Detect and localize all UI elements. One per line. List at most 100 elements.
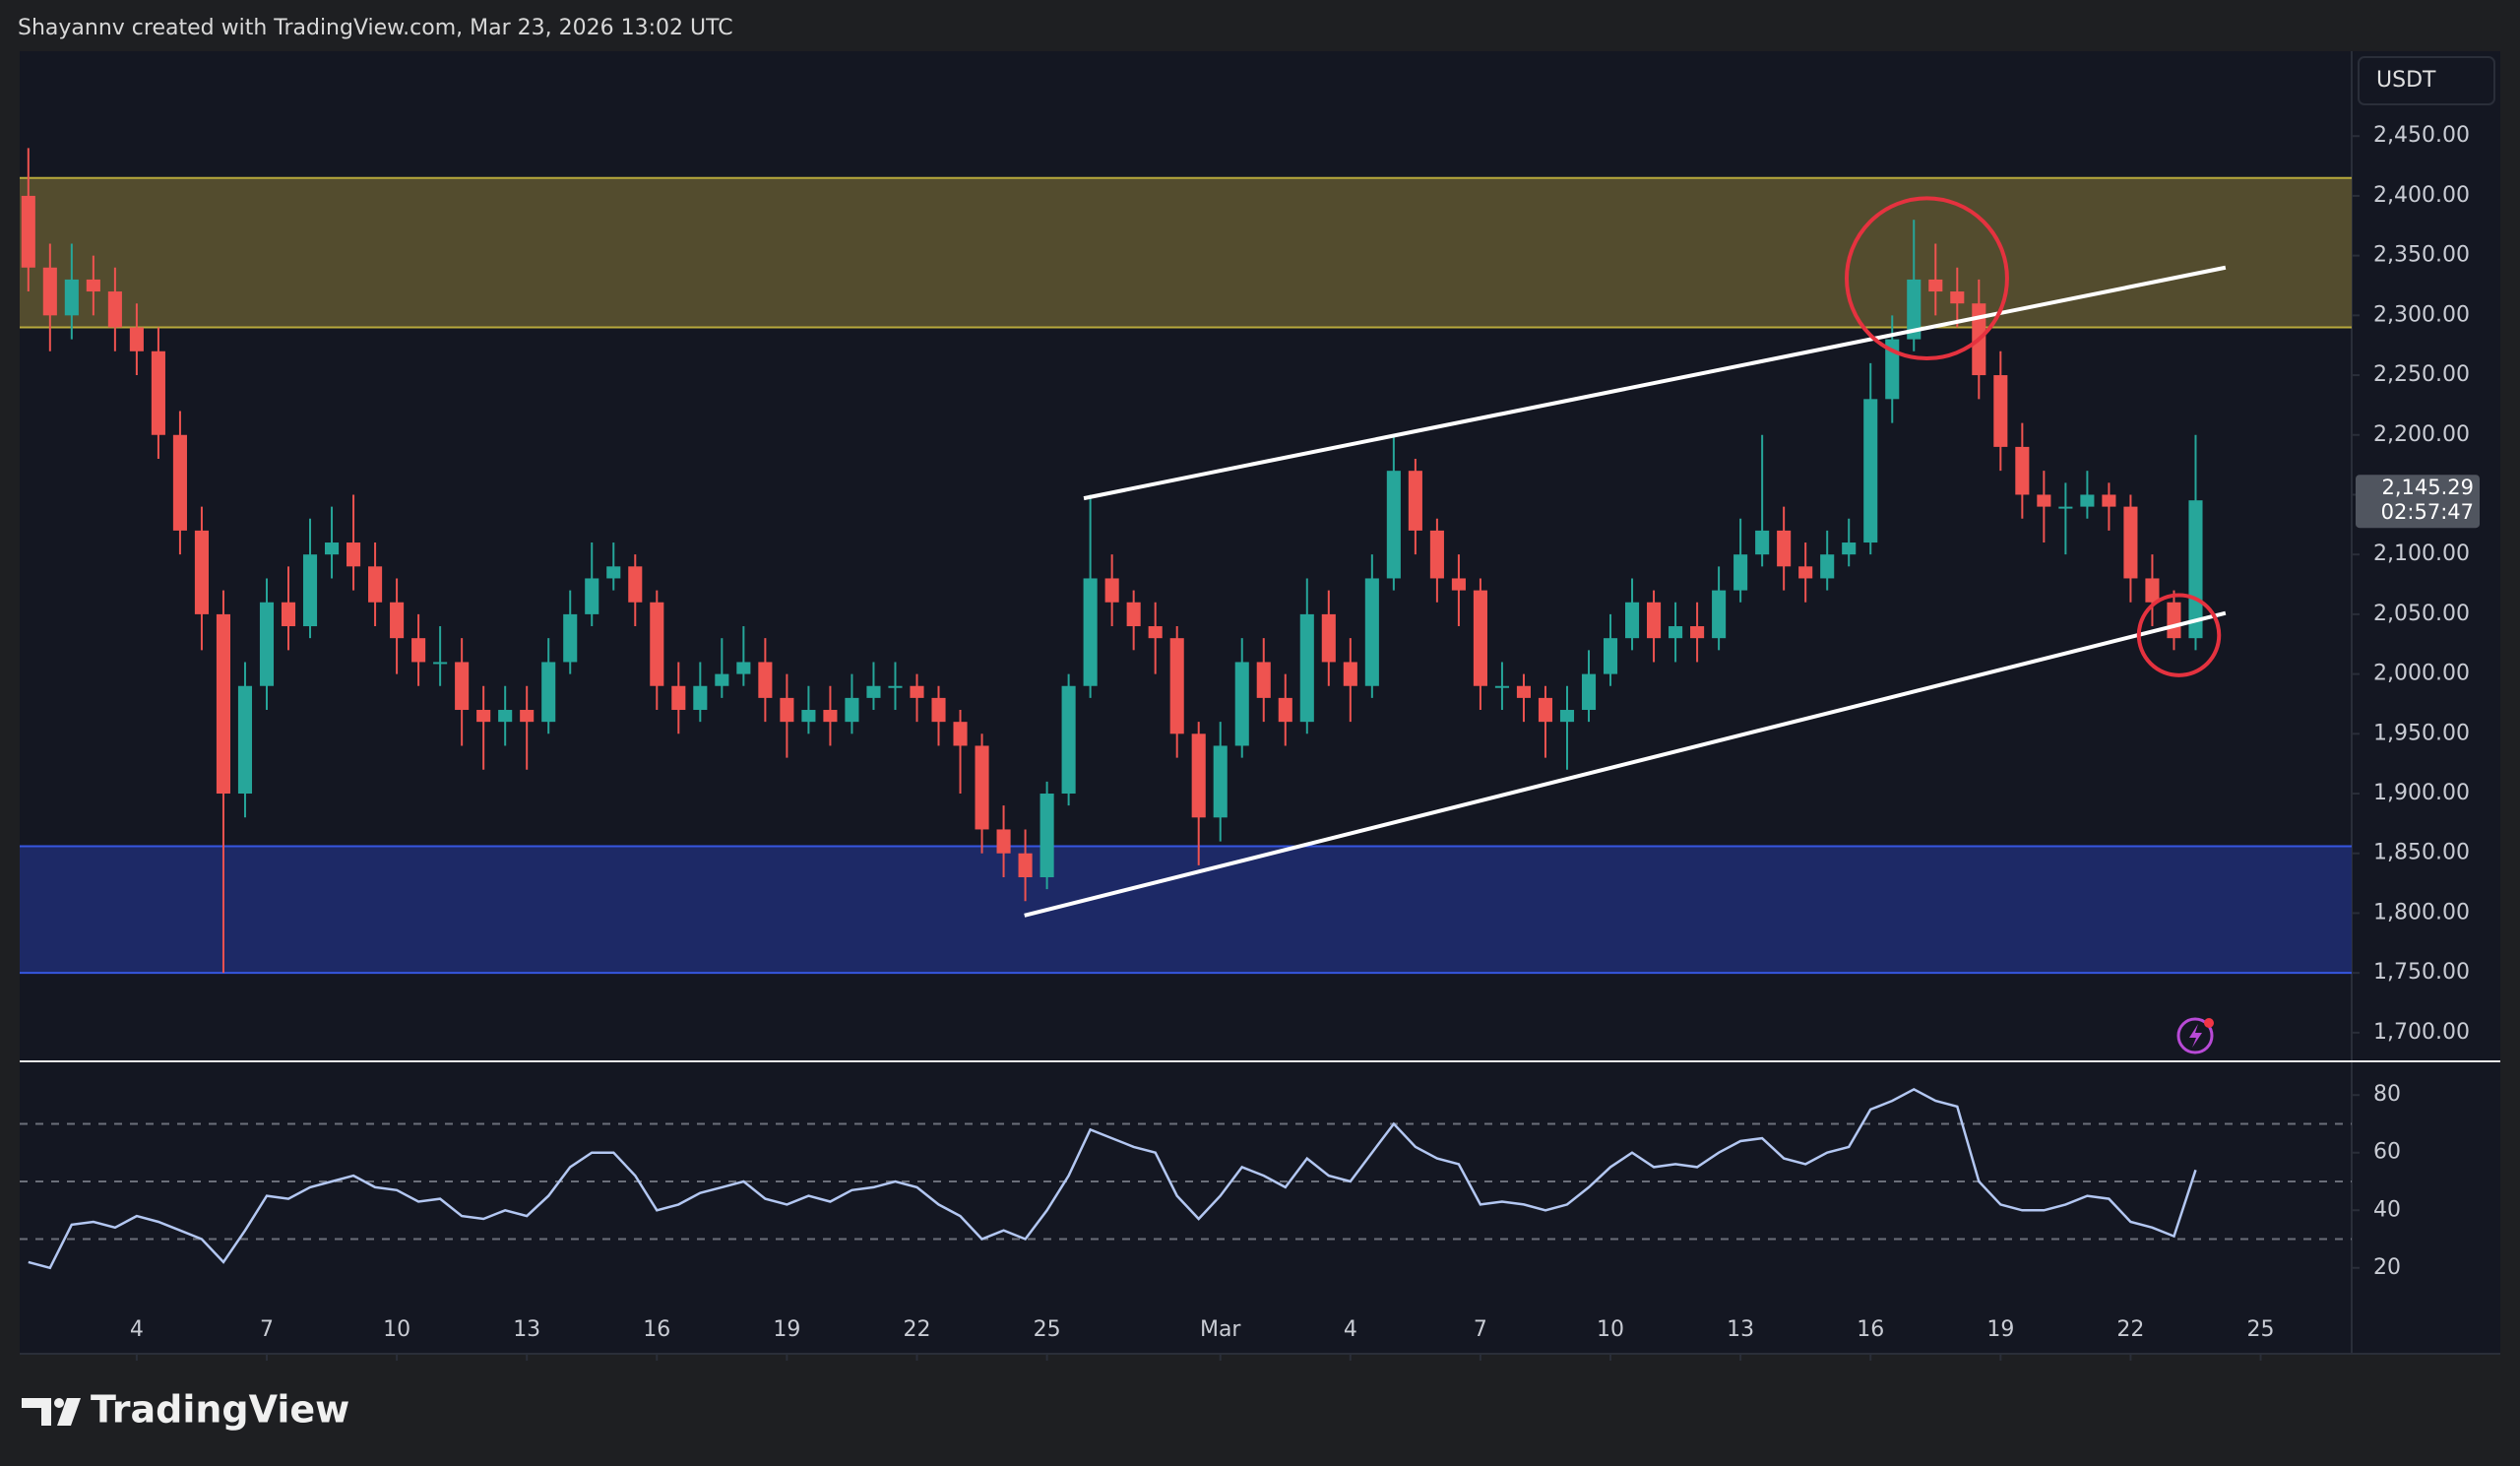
- candle-body: [1993, 375, 2008, 447]
- candle-body: [368, 566, 383, 603]
- candle-body: [1213, 745, 1228, 818]
- y-tick-label: 20: [2373, 1255, 2401, 1280]
- candle-body: [411, 638, 426, 663]
- candle-body: [259, 602, 275, 686]
- candle-body: [1755, 530, 1770, 555]
- brand-logo: [22, 1398, 81, 1426]
- candle-body: [1798, 566, 1813, 579]
- candle-body: [455, 662, 470, 711]
- candle-body: [888, 685, 903, 688]
- candle-body: [1494, 685, 1509, 688]
- candle-body: [107, 291, 122, 328]
- x-tick-label: 16: [1857, 1317, 1884, 1342]
- candle-body: [1126, 602, 1141, 627]
- x-tick-label: 19: [773, 1317, 800, 1342]
- x-tick-label: Mar: [1200, 1317, 1241, 1342]
- candle-body: [476, 710, 491, 723]
- y-tick-label: 40: [2373, 1197, 2401, 1222]
- candle-body: [585, 578, 599, 614]
- candle-body: [1842, 542, 1857, 555]
- logo-mark: [54, 1398, 64, 1408]
- candle-body: [758, 662, 773, 698]
- candle-body: [845, 697, 859, 723]
- candle-body: [1083, 578, 1098, 686]
- candle-body: [42, 267, 57, 316]
- candle-body: [2188, 500, 2203, 639]
- candle-body: [1299, 613, 1314, 723]
- candle-body: [2102, 494, 2116, 507]
- x-tick-label: 13: [513, 1317, 540, 1342]
- candle-body: [1429, 530, 1444, 579]
- logo-mark: [57, 1398, 81, 1426]
- x-tick-label: 10: [383, 1317, 410, 1342]
- y-tick-label: 1,900.00: [2373, 781, 2470, 805]
- pane: 1,700.00 1,750.00 1,800.00 1,850.00 1,900.00…: [20, 123, 2480, 1045]
- y-tick-label: 1,850.00: [2373, 841, 2470, 865]
- header-title: Shayannv created with TradingView.com, M…: [18, 16, 733, 40]
- candle-body: [1863, 399, 1878, 543]
- currency-box: [2358, 56, 2495, 105]
- y-tick-label: 2,250.00: [2373, 362, 2470, 387]
- y-tick-label: 1,750.00: [2373, 960, 2470, 985]
- candle-body: [302, 554, 318, 627]
- candle-body: [953, 722, 968, 746]
- brand: TradingView: [91, 1388, 349, 1432]
- x-tick-label: 19: [1986, 1317, 2014, 1342]
- candle-body: [2058, 506, 2073, 509]
- candle-body: [1733, 554, 1748, 591]
- candle-body: [801, 710, 816, 723]
- candle-body: [910, 685, 924, 698]
- candle-body: [780, 697, 794, 723]
- candle-body: [216, 613, 231, 795]
- candle-body: [86, 279, 100, 292]
- trendline: [1083, 265, 2227, 501]
- candle-body: [237, 685, 253, 795]
- candle-body: [1647, 602, 1662, 639]
- candle-body: [1148, 626, 1163, 639]
- candle-body: [823, 710, 838, 723]
- candle-body: [996, 829, 1011, 854]
- candle-body: [715, 673, 729, 686]
- candle-body: [606, 566, 621, 579]
- candle-body: [866, 685, 881, 698]
- candle-body: [1169, 638, 1184, 734]
- x-tick-label: 25: [1034, 1317, 1061, 1342]
- candle-body: [281, 602, 296, 627]
- rsi-line: [28, 1087, 2197, 1270]
- candle-body: [2167, 602, 2181, 639]
- y-tick-label: 1,700.00: [2373, 1020, 2470, 1045]
- icon-dot: [2204, 1018, 2214, 1028]
- candle-body: [1364, 578, 1379, 686]
- candle-body: [1950, 291, 1965, 304]
- candle-body: [1018, 853, 1033, 878]
- alert-icon: [2176, 1017, 2214, 1054]
- candle-body: [1104, 578, 1119, 603]
- x-tick-label: 16: [643, 1317, 670, 1342]
- candle-body: [1386, 471, 1401, 579]
- candle-body: [129, 327, 144, 351]
- candle-body: [1343, 662, 1357, 686]
- x-tick-label: 22: [2116, 1317, 2144, 1342]
- candle-body: [541, 662, 556, 723]
- candle-body: [1473, 590, 1487, 686]
- candle-body: [563, 613, 578, 663]
- candle-body: [324, 542, 340, 555]
- candle-body: [2145, 578, 2160, 603]
- candle-body: [1040, 794, 1054, 878]
- candle-body: [1321, 613, 1336, 663]
- y-tick-label: 2,400.00: [2373, 183, 2470, 208]
- candle-body: [1777, 530, 1792, 567]
- candle-body: [931, 697, 946, 723]
- candle-body: [693, 685, 708, 711]
- candle-body: [1408, 471, 1422, 531]
- candle-body: [2037, 494, 2051, 507]
- candle-body: [2123, 506, 2138, 579]
- x-tick-label: 25: [2247, 1317, 2275, 1342]
- candle-body: [172, 434, 187, 531]
- x-tick-label: 22: [903, 1317, 930, 1342]
- y-tick-label: 2,050.00: [2373, 602, 2470, 626]
- candle-body: [1669, 626, 1683, 639]
- x-tick-label: 10: [1597, 1317, 1624, 1342]
- y-tick-label: 2,000.00: [2373, 662, 2470, 686]
